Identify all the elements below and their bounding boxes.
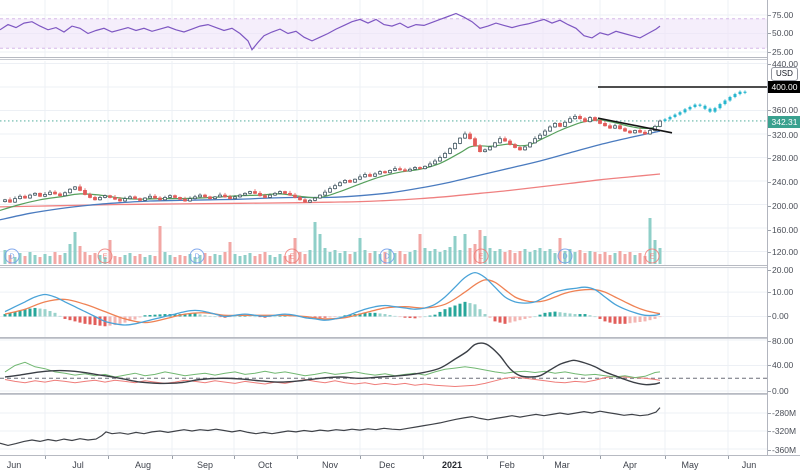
flow-axis-tick: -360M: [767, 445, 797, 455]
time-axis-label: 2021: [441, 460, 463, 470]
time-axis-tick-mark: [487, 456, 488, 459]
price-axis[interactable]: USD 400.00 342.31 75.00 50.00 25.00 440.00 3…: [767, 0, 800, 455]
event-marker-e-icon[interactable]: [284, 248, 300, 264]
last-price-badge: 342.31: [768, 116, 800, 128]
dmi-panel[interactable]: [0, 339, 767, 393]
time-axis-label: Nov: [321, 460, 339, 470]
time-axis-label: Mar: [554, 460, 570, 470]
price-axis-tick: 120.00: [768, 247, 798, 257]
rsi-axis-tick: 50.00: [767, 28, 794, 38]
macd-line: [4, 271, 661, 326]
minus-di-line: [4, 375, 661, 388]
dmi-axis-tick: 80.00: [767, 336, 794, 346]
time-axis-tick-mark: [297, 456, 298, 459]
currency-badge: USD: [771, 67, 798, 81]
macd-axis-tick: 10.00: [767, 287, 794, 297]
macd-histogram: [3, 301, 662, 327]
panel-separator[interactable]: [0, 57, 800, 60]
event-marker-e-icon[interactable]: [97, 248, 113, 264]
event-marker-d-icon[interactable]: [189, 248, 205, 264]
macd-chart: [0, 268, 767, 337]
time-axis-tick-mark: [423, 456, 424, 459]
resistance-price-badge: 400.00: [768, 81, 800, 93]
time-axis-tick-mark: [600, 456, 601, 459]
rsi-axis-tick: 25.00: [767, 47, 794, 57]
rsi-axis-tick: 75.00: [767, 10, 794, 20]
price-axis-tick: 320.00: [768, 130, 798, 140]
macd-axis-tick: 20.00: [767, 265, 794, 275]
price-axis-tick: 240.00: [768, 177, 798, 187]
svg-text:E: E: [479, 254, 484, 261]
flow-axis-tick: -280M: [767, 408, 797, 418]
time-axis-label: Jun: [741, 460, 757, 470]
svg-text:D: D: [562, 254, 567, 261]
svg-text:E: E: [103, 254, 108, 261]
svg-text:D: D: [194, 254, 199, 261]
flow-chart: [0, 395, 767, 455]
time-axis-label: Feb: [499, 460, 515, 470]
dmi-chart: [0, 339, 767, 393]
time-axis-tick-mark: [172, 456, 173, 459]
macd-axis-tick: 0.00: [768, 311, 789, 321]
time-axis-tick-mark: [665, 456, 666, 459]
ma-200-line: [0, 173, 661, 208]
price-axis-tick: 360.00: [768, 105, 798, 115]
time-axis-label: Oct: [257, 460, 273, 470]
event-marker-d-icon[interactable]: [557, 248, 573, 264]
panel-separator[interactable]: [0, 337, 800, 339]
time-axis-label: Sep: [196, 460, 214, 470]
ma-50-line: [0, 130, 661, 221]
time-axis-tick-mark: [45, 456, 46, 459]
svg-text:D: D: [384, 254, 389, 261]
time-axis-label: Apr: [622, 460, 638, 470]
time-axis[interactable]: Jun Jul Aug Sep Oct Nov Dec 2021 Feb Mar Apr May Jun: [0, 455, 800, 472]
time-axis-tick-mark: [728, 456, 729, 459]
rsi-line: [0, 12, 661, 51]
event-marker-d-icon[interactable]: [379, 248, 395, 264]
macd-panel[interactable]: [0, 268, 767, 337]
price-axis-tick: 280.00: [768, 153, 798, 163]
dmi-axis-tick: 0.00: [768, 386, 789, 396]
event-marker-d-icon[interactable]: [4, 248, 20, 264]
rsi-band: [0, 18, 767, 49]
panel-separator[interactable]: [0, 393, 800, 395]
time-axis-tick-mark: [360, 456, 361, 459]
time-axis-label: Dec: [378, 460, 396, 470]
price-axis-tick: 440.00: [768, 59, 798, 69]
adx-line: [4, 342, 661, 386]
event-marker-e-icon[interactable]: [644, 248, 660, 264]
time-axis-label: Aug: [134, 460, 152, 470]
svg-text:E: E: [650, 254, 655, 261]
time-axis-tick-mark: [234, 456, 235, 459]
time-axis-tick-mark: [108, 456, 109, 459]
flow-axis-tick: -320M: [767, 426, 797, 436]
price-axis-tick: 200.00: [768, 201, 798, 211]
flow-line: [0, 407, 661, 447]
trendline-drawing[interactable]: [597, 117, 673, 134]
time-axis-tick-mark: [543, 456, 544, 459]
time-axis-label: Jun: [6, 460, 22, 470]
rsi-chart: [0, 0, 767, 57]
rsi-panel[interactable]: [0, 0, 767, 57]
time-axis-label: Jul: [72, 460, 84, 470]
dmi-axis-tick: 40.00: [767, 360, 794, 370]
candles-group: [3, 114, 662, 204]
svg-text:E: E: [290, 254, 295, 261]
price-axis-tick: 160.00: [768, 225, 798, 235]
time-axis-label: May: [681, 460, 699, 470]
event-marker-e-icon[interactable]: [473, 248, 489, 264]
forecast-candles-group[interactable]: [663, 90, 747, 123]
flow-panel[interactable]: [0, 395, 767, 455]
svg-text:D: D: [9, 254, 14, 261]
